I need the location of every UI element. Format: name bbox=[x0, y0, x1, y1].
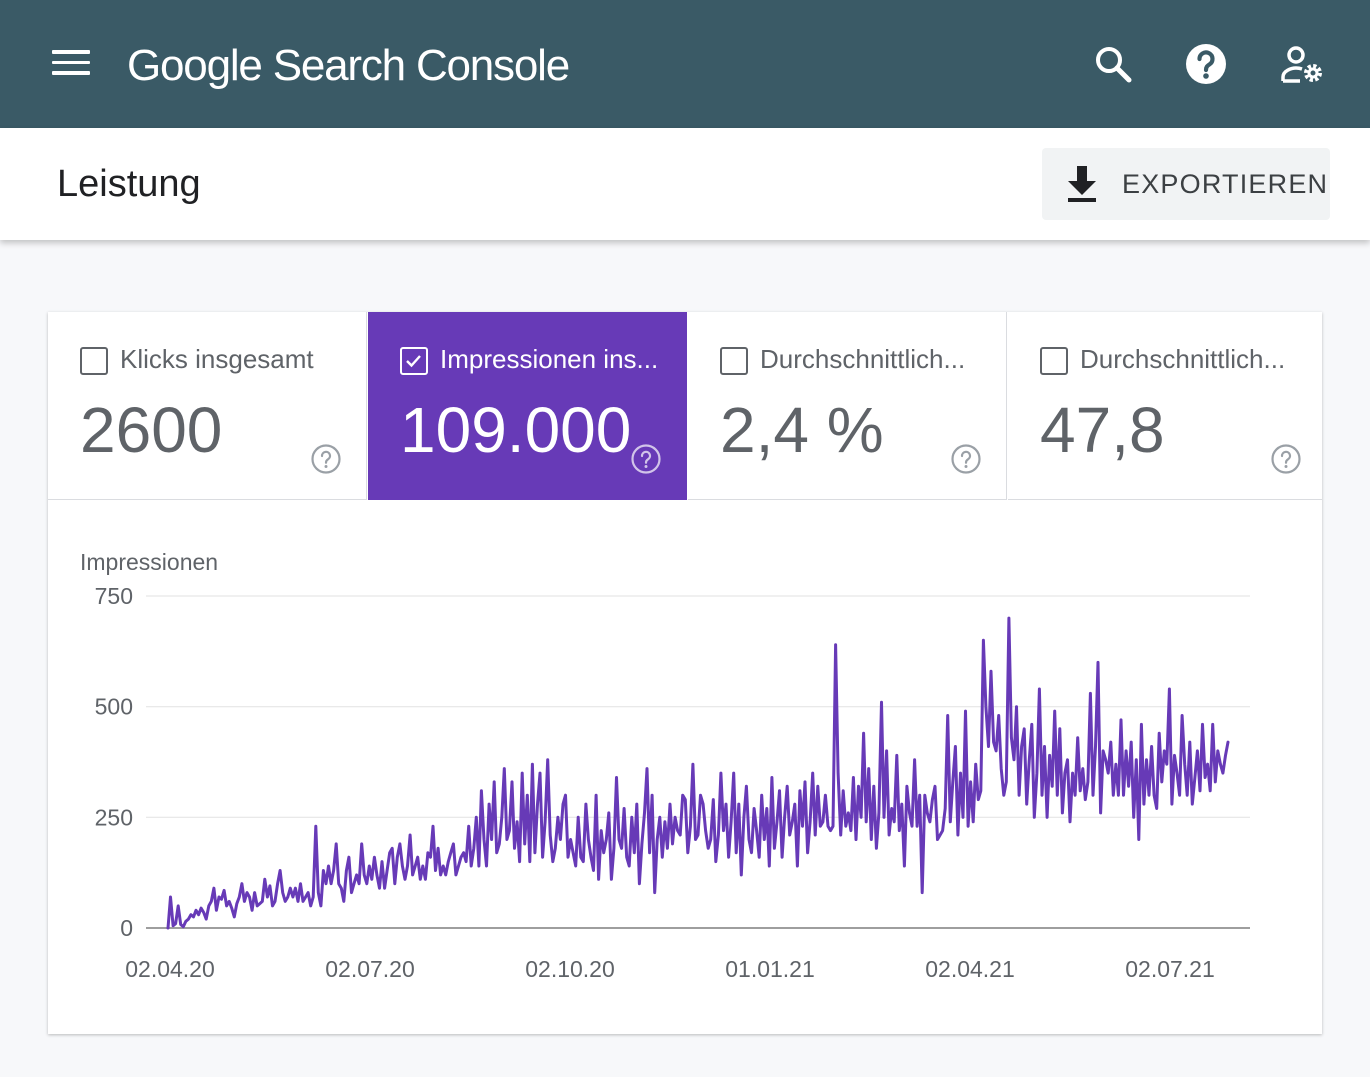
checkbox[interactable] bbox=[80, 347, 108, 375]
checkbox-checked[interactable] bbox=[400, 347, 428, 375]
y-axis-title: Impressionen bbox=[80, 549, 218, 575]
y-tick-label: 500 bbox=[95, 694, 133, 720]
menu-icon[interactable] bbox=[52, 50, 92, 80]
app-title[interactable]: Google Search Console bbox=[127, 41, 570, 90]
y-tick-label: 0 bbox=[120, 915, 133, 941]
impressions-series-line bbox=[166, 616, 1230, 930]
performance-card: Klicks insgesamt 2600 Impressionen ins..… bbox=[48, 312, 1322, 1034]
metric-label: Klicks insgesamt bbox=[120, 344, 314, 374]
metric-label: Durchschnittlich... bbox=[1080, 344, 1286, 374]
y-tick-label: 750 bbox=[95, 583, 133, 609]
export-label: EXPORTIEREN bbox=[1122, 169, 1329, 199]
x-tick-label: 02.07.20 bbox=[325, 956, 415, 982]
checkbox[interactable] bbox=[1040, 347, 1068, 375]
help-circle-icon[interactable] bbox=[1270, 443, 1302, 475]
metric-value: 2600 bbox=[80, 394, 223, 466]
chart-svg: Impressionen 0 250 500 750 02.04.20 02.07.20… bbox=[80, 549, 1250, 982]
help-icon[interactable] bbox=[1182, 40, 1230, 88]
x-tick-label: 02.04.21 bbox=[925, 956, 1015, 982]
metric-label: Durchschnittlich... bbox=[760, 344, 966, 374]
download-icon bbox=[1068, 166, 1096, 202]
checkbox[interactable] bbox=[720, 347, 748, 375]
page-title: Leistung bbox=[57, 163, 201, 205]
x-tick-label: 02.07.21 bbox=[1125, 956, 1215, 982]
metric-value: 47,8 bbox=[1040, 394, 1165, 466]
metric-total-clicks[interactable]: Klicks insgesamt 2600 bbox=[48, 312, 367, 500]
x-tick-label: 02.04.20 bbox=[125, 956, 215, 982]
metric-value: 109.000 bbox=[400, 394, 632, 466]
export-button[interactable]: EXPORTIEREN bbox=[1042, 148, 1330, 220]
help-circle-icon[interactable] bbox=[950, 443, 982, 475]
page-header: Leistung EXPORTIEREN bbox=[0, 128, 1370, 240]
help-circle-icon[interactable] bbox=[630, 443, 662, 475]
metric-average-position[interactable]: Durchschnittlich... 47,8 bbox=[1008, 312, 1322, 500]
app-bar: Google Search Console bbox=[0, 0, 1370, 128]
help-circle-icon[interactable] bbox=[310, 443, 342, 475]
metric-average-ctr[interactable]: Durchschnittlich... 2,4 % bbox=[688, 312, 1007, 500]
metric-label: Impressionen ins... bbox=[440, 344, 659, 374]
metric-value: 2,4 % bbox=[720, 394, 884, 466]
y-tick-label: 250 bbox=[95, 804, 133, 830]
account-settings-icon[interactable] bbox=[1278, 40, 1326, 88]
x-tick-label: 01.01.21 bbox=[725, 956, 815, 982]
search-icon[interactable] bbox=[1089, 40, 1137, 88]
x-tick-label: 02.10.20 bbox=[525, 956, 615, 982]
metric-total-impressions[interactable]: Impressionen ins... 109.000 bbox=[368, 312, 687, 500]
impressions-chart: Impressionen 0 250 500 750 02.04.20 02.07.20… bbox=[48, 500, 1322, 1034]
